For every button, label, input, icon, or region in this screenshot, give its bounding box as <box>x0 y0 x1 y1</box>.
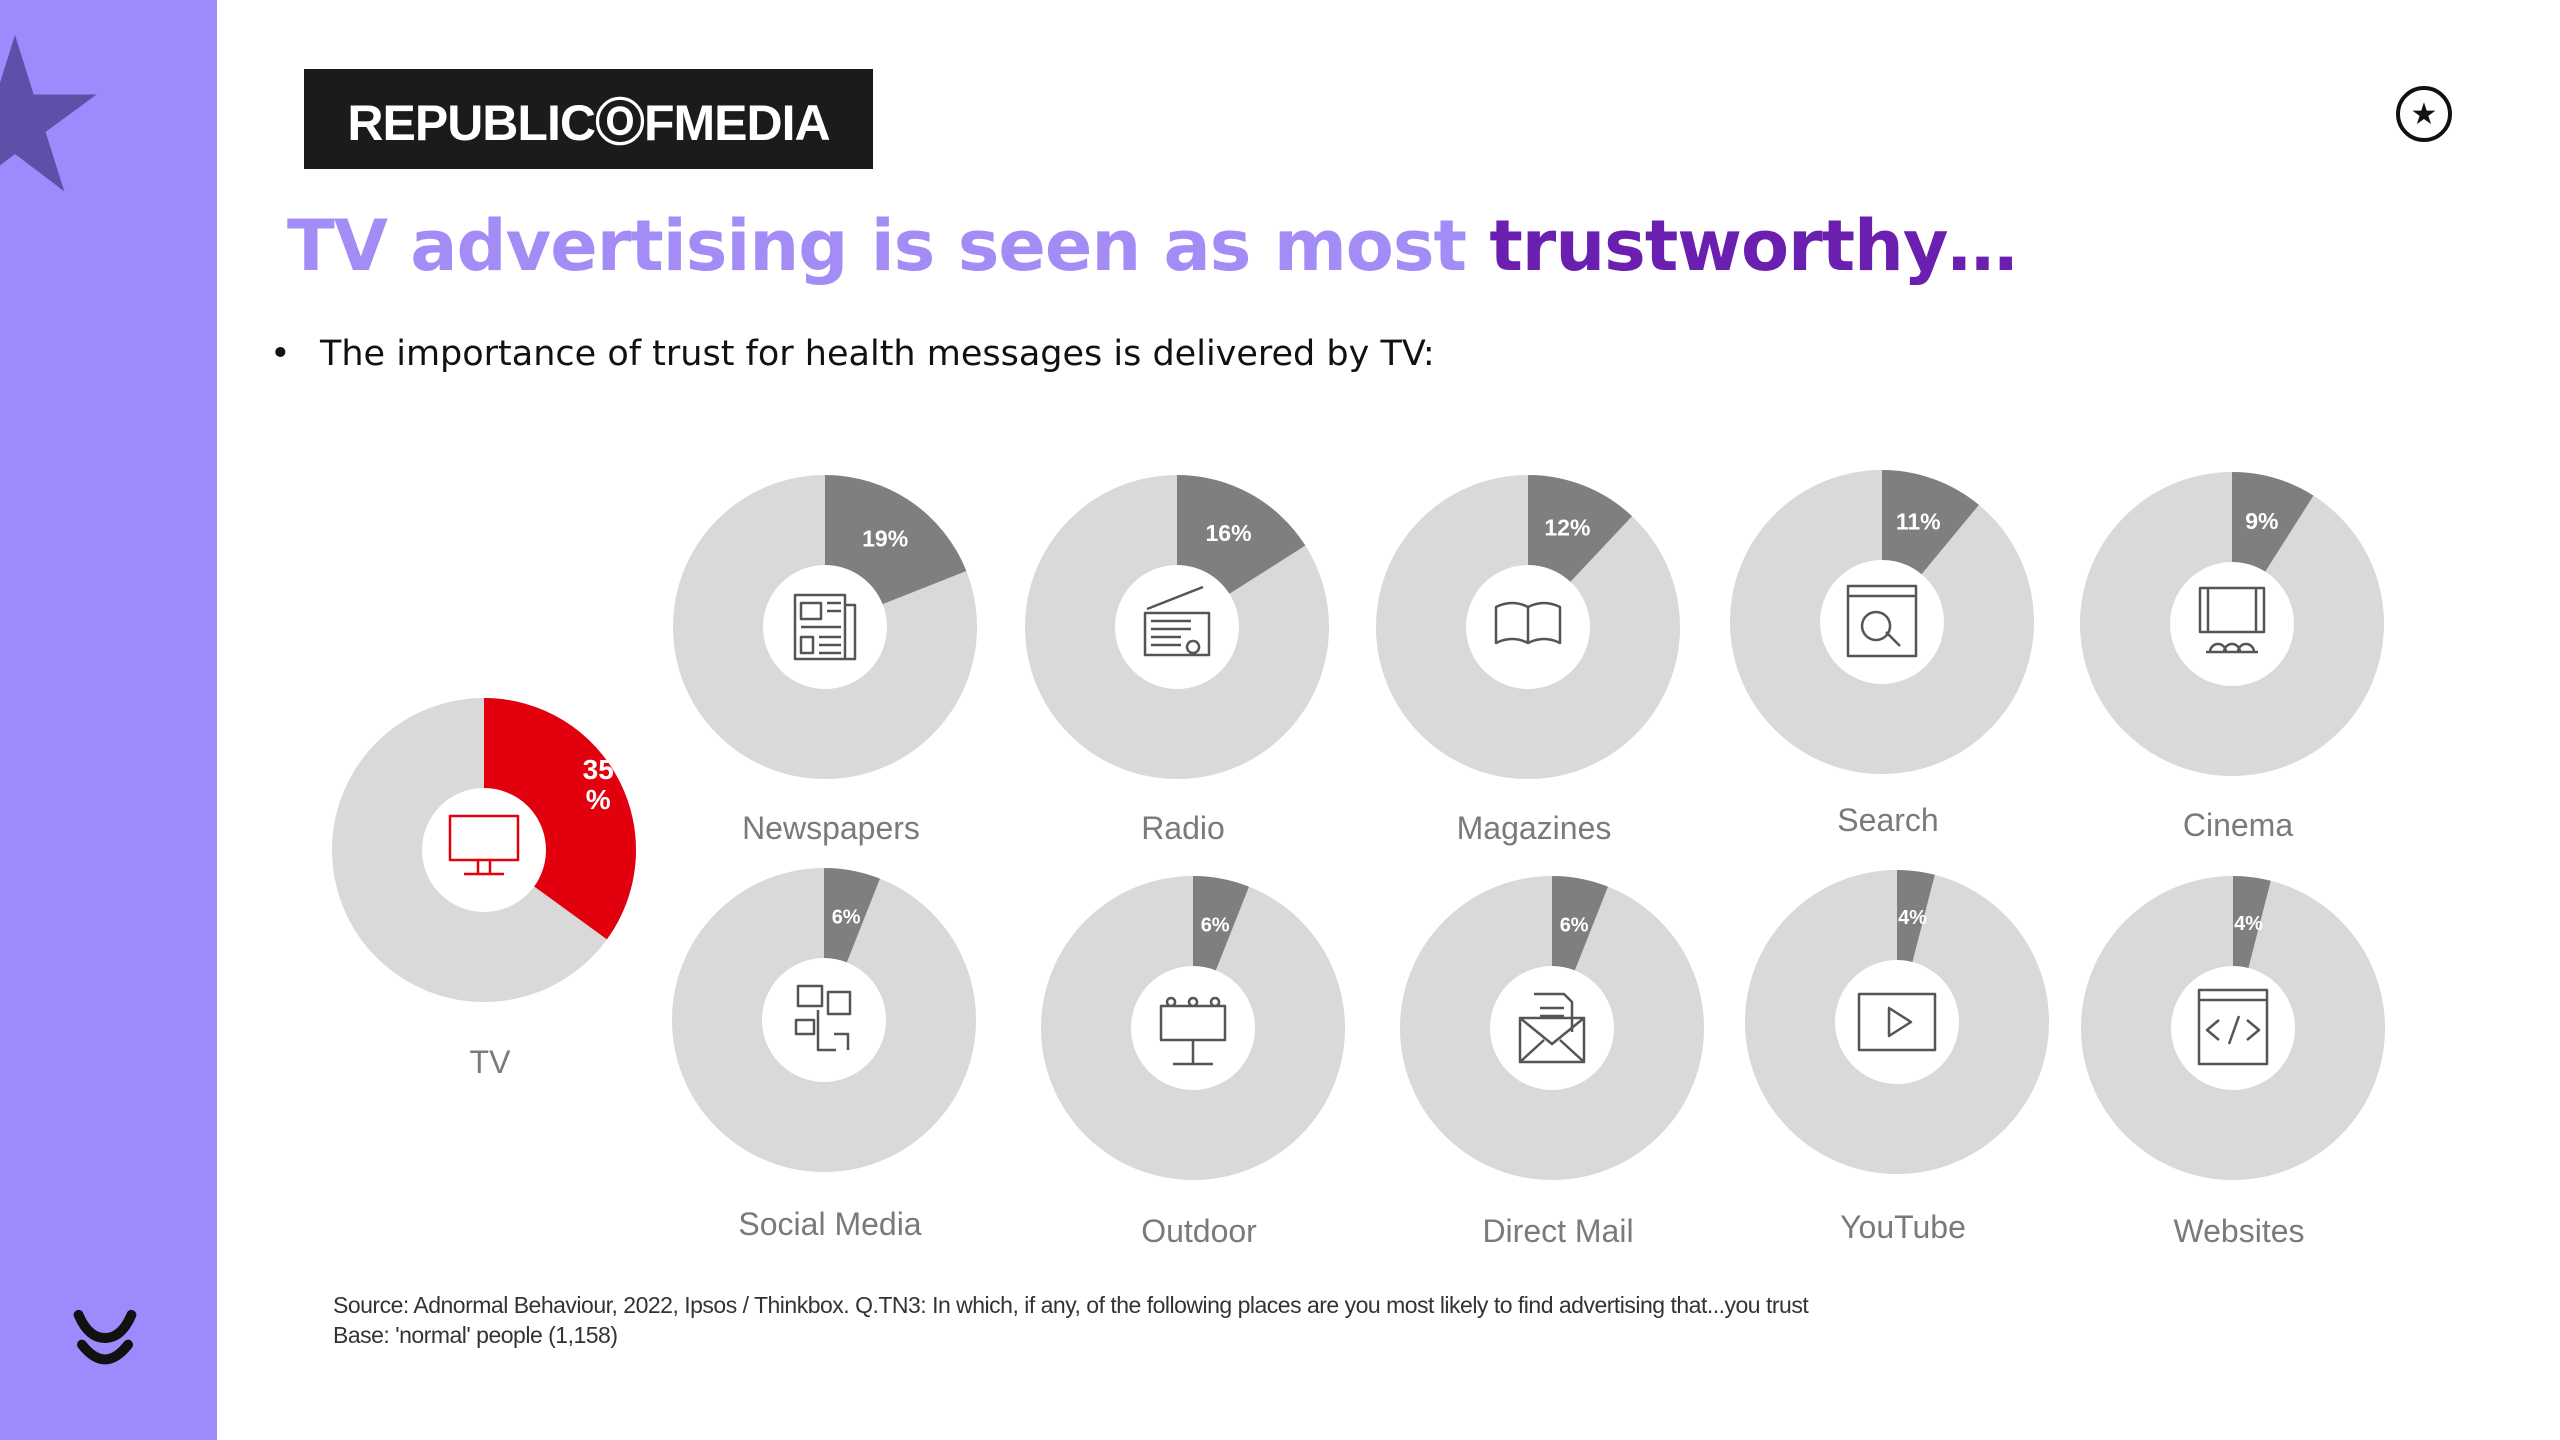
donut-segment <box>1177 475 1306 594</box>
category-label: Direct Mail <box>1482 1213 1633 1249</box>
donut-newspapers: 19% Newspapers <box>673 475 977 846</box>
value-label: 11% <box>1896 508 1941 534</box>
source-line: Source: Adnormal Behaviour, 2022, Ipsos … <box>333 1292 1809 1318</box>
donut-hole <box>764 960 884 1080</box>
play-icon <box>1857 992 1937 1052</box>
donut-segment <box>1552 876 1608 971</box>
category-label: Magazines <box>1457 810 1612 846</box>
bullet-text: The importance of trust for health messa… <box>320 334 1435 374</box>
value-label: 9% <box>2245 508 2278 534</box>
donut-hole <box>1133 968 1253 1088</box>
value-label: 4% <box>1898 907 1927 929</box>
donut-segment <box>825 475 967 605</box>
value-label: 35% <box>583 754 614 815</box>
mail-icon <box>1518 992 1586 1064</box>
donut-segment <box>824 868 880 963</box>
donut-segment <box>1882 470 1979 575</box>
base-line: Base: 'normal' people (1,158) <box>333 1322 618 1348</box>
donut-hole <box>1117 567 1237 687</box>
bullet-point: • The importance of trust for health mess… <box>270 334 1435 374</box>
donut-tv: 35 % TV <box>332 698 636 1080</box>
value-label: 6% <box>832 906 861 928</box>
category-label: Outdoor <box>1141 1213 1257 1249</box>
radio-icon <box>1143 585 1211 657</box>
donut-segment <box>2232 472 2314 572</box>
value-label: 6% <box>1201 914 1230 936</box>
category-label: TV <box>470 1044 512 1080</box>
value-label: 16% <box>1206 520 1252 546</box>
donut-hole <box>2173 968 2293 1088</box>
star-circle-icon[interactable]: ★ <box>2396 86 2452 142</box>
value-label: 4% <box>2234 913 2263 935</box>
donut-segment <box>484 698 636 940</box>
donut-cinema: 9% Cinema <box>2080 472 2384 843</box>
donut-segment <box>1528 475 1633 582</box>
donut-hole <box>2172 564 2292 684</box>
tv-icon <box>448 814 520 876</box>
donut-radio: 16% Radio <box>1025 475 1329 846</box>
donut-hole <box>1492 968 1612 1088</box>
category-label: Websites <box>2173 1213 2304 1249</box>
donut-youtube: 4% YouTube <box>1745 870 2049 1245</box>
category-label: Newspapers <box>742 810 920 846</box>
star-icon <box>0 34 97 192</box>
title-light: TV advertising is seen as most <box>287 205 1490 287</box>
donut-websites: 4% Websites <box>2081 876 2385 1249</box>
bullet-marker: • <box>270 334 291 374</box>
billboard-icon <box>1159 996 1227 1066</box>
search-icon <box>1846 584 1918 658</box>
value-label: 12% <box>1544 515 1590 541</box>
category-label: Search <box>1837 802 1938 838</box>
page-title: TV advertising is seen as most trustwort… <box>287 205 2018 287</box>
sidebar <box>0 0 217 1440</box>
social-media-icon <box>794 984 852 1052</box>
code-window-icon <box>2197 988 2269 1066</box>
brand-logo: REPUBLICⓄFMEDIA <box>304 69 873 169</box>
category-label: Cinema <box>2183 807 2293 843</box>
donut-social-media: 6% Social Media <box>672 868 976 1242</box>
newspaper-icon <box>793 593 857 661</box>
value-label: 6% <box>1560 914 1589 936</box>
donut-segment <box>1897 870 1935 962</box>
source-note: Source: Adnormal Behaviour, 2022, Ipsos … <box>333 1290 1809 1350</box>
category-label: Social Media <box>738 1206 921 1242</box>
donut-magazines: 12% Magazines <box>1376 475 1680 846</box>
donut-direct-mail: 6% Direct Mail <box>1400 876 1704 1249</box>
donut-search: 11% Search <box>1730 470 2034 838</box>
book-icon <box>1494 601 1562 645</box>
cinema-icon <box>2198 586 2266 654</box>
value-label: 19% <box>862 526 908 552</box>
category-label: YouTube <box>1840 1209 1966 1245</box>
title-dark: trustworthy… <box>1489 205 2017 287</box>
donut-segment <box>2233 876 2271 968</box>
donut-hole <box>1837 962 1957 1082</box>
donut-segment <box>1193 876 1249 971</box>
category-label: Radio <box>1141 810 1225 846</box>
donut-hole <box>424 790 544 910</box>
brand-logo-text: REPUBLICⓄFMEDIA <box>347 95 830 151</box>
donut-outdoor: 6% Outdoor <box>1041 876 1345 1249</box>
donut-hole <box>1822 562 1942 682</box>
smile-logo-icon <box>73 1309 137 1365</box>
